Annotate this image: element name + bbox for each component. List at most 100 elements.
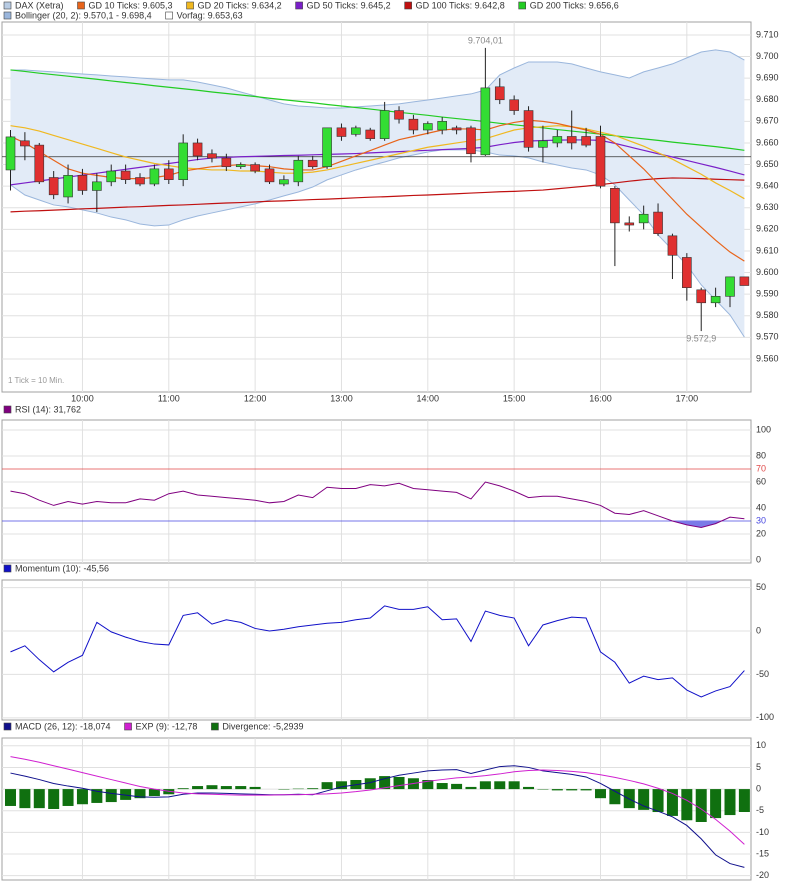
candle-body [682, 257, 692, 288]
candle-body [667, 235, 678, 256]
bar [335, 781, 347, 790]
series-line [10, 481, 745, 529]
y-tick-label: 9.580 [756, 310, 779, 320]
legend-swatch [3, 405, 12, 414]
bar [177, 788, 189, 790]
y-tick-label: 0 [756, 554, 761, 564]
legend-label: GD 20 Ticks: 9.634,2 [198, 0, 282, 10]
candle-body [538, 140, 548, 148]
candle-body [595, 136, 606, 187]
moving-average [10, 119, 745, 262]
y-tick-label: 9.690 [756, 73, 779, 83]
y-tick-label: 9.610 [756, 245, 779, 255]
bar [48, 789, 60, 809]
candle-body [624, 222, 635, 226]
bar [249, 786, 261, 790]
high-annotation: 9.704,01 [468, 35, 503, 45]
bar [724, 789, 736, 816]
legend-swatch [186, 1, 194, 10]
candle-body [725, 276, 735, 297]
y-tick-label: -15 [756, 848, 769, 858]
legend-label: GD 100 Ticks: 9.642,8 [416, 0, 505, 10]
y-tick-label: 80 [756, 450, 766, 460]
y-tick-label: 9.670 [756, 116, 779, 126]
band-fill [10, 49, 745, 338]
candle-body [221, 157, 232, 168]
y-tick-label: 9.620 [756, 224, 779, 234]
bar [494, 781, 506, 790]
candle-body [48, 177, 59, 196]
candle-body [394, 110, 404, 120]
candle-body [638, 213, 649, 224]
legend-label: Bollinger (20, 2): 9.570,1 - 9.698,4 [15, 10, 152, 20]
bar [580, 789, 592, 791]
legend-label: RSI (14): 31,762 [15, 404, 81, 414]
bar [652, 789, 664, 813]
legend-swatch [211, 722, 219, 731]
y-tick-label: -20 [756, 870, 769, 880]
candle-body [523, 110, 534, 148]
y-tick-label: 9.600 [756, 267, 779, 277]
y-tick-label: 9.650 [756, 159, 779, 169]
bar [33, 789, 45, 809]
level-label: 30 [756, 515, 766, 525]
plot-frame [1, 419, 752, 564]
candle-body [581, 136, 591, 146]
candle-body [451, 127, 462, 131]
legend-swatch [3, 11, 12, 20]
bar [364, 778, 376, 790]
bar [594, 789, 606, 799]
candle-body [250, 164, 260, 172]
y-tick-label: 100 [756, 424, 771, 434]
bar [710, 789, 722, 819]
series-line [10, 605, 745, 698]
legend-label: Vorfag: 9.653,63 [177, 10, 243, 20]
x-tick-label: 17:00 [676, 393, 699, 403]
candle-body [437, 121, 448, 131]
x-tick-label: 15:00 [503, 393, 526, 403]
legend-swatch [77, 1, 85, 10]
bar [422, 779, 434, 790]
bar [436, 783, 448, 790]
candle-body [610, 188, 620, 224]
candle-body [710, 296, 721, 304]
candle-body [408, 118, 419, 131]
x-tick-label: 13:00 [330, 393, 353, 403]
note: 1 Tick = 10 Min. [8, 376, 64, 385]
candle-body [106, 170, 117, 183]
legend-swatch [165, 11, 173, 20]
legend-swatch [3, 1, 12, 10]
bar [235, 786, 247, 790]
candle-body [307, 159, 318, 168]
bar [19, 789, 31, 809]
y-tick-label: -100 [756, 712, 774, 722]
y-tick-label: 20 [756, 528, 766, 538]
legend-label: GD 200 Ticks: 9.656,6 [530, 0, 619, 10]
y-tick-label: 9.640 [756, 181, 779, 191]
y-tick-label: -5 [756, 805, 764, 815]
candle-body [653, 211, 663, 234]
candle-body [163, 168, 174, 180]
low-annotation: 9.572,9 [686, 333, 716, 343]
bar [609, 789, 621, 805]
y-tick-label: 9.660 [756, 137, 779, 147]
bar [393, 776, 405, 790]
legend-label: MACD (26, 12): -18,074 [15, 721, 111, 731]
moving-average [10, 177, 745, 213]
y-tick-label: 9.700 [756, 51, 779, 61]
candle-body [365, 129, 376, 139]
candle-body [192, 142, 203, 157]
candle-body [552, 136, 563, 144]
candle-body [120, 170, 131, 180]
candle-body [207, 153, 217, 159]
bar [451, 783, 463, 790]
legend-label: Momentum (10): -45,56 [15, 563, 109, 573]
bar [307, 788, 319, 790]
legend-swatch [3, 564, 12, 573]
bar [551, 789, 563, 791]
bar [479, 781, 491, 790]
candle-body [92, 181, 102, 191]
